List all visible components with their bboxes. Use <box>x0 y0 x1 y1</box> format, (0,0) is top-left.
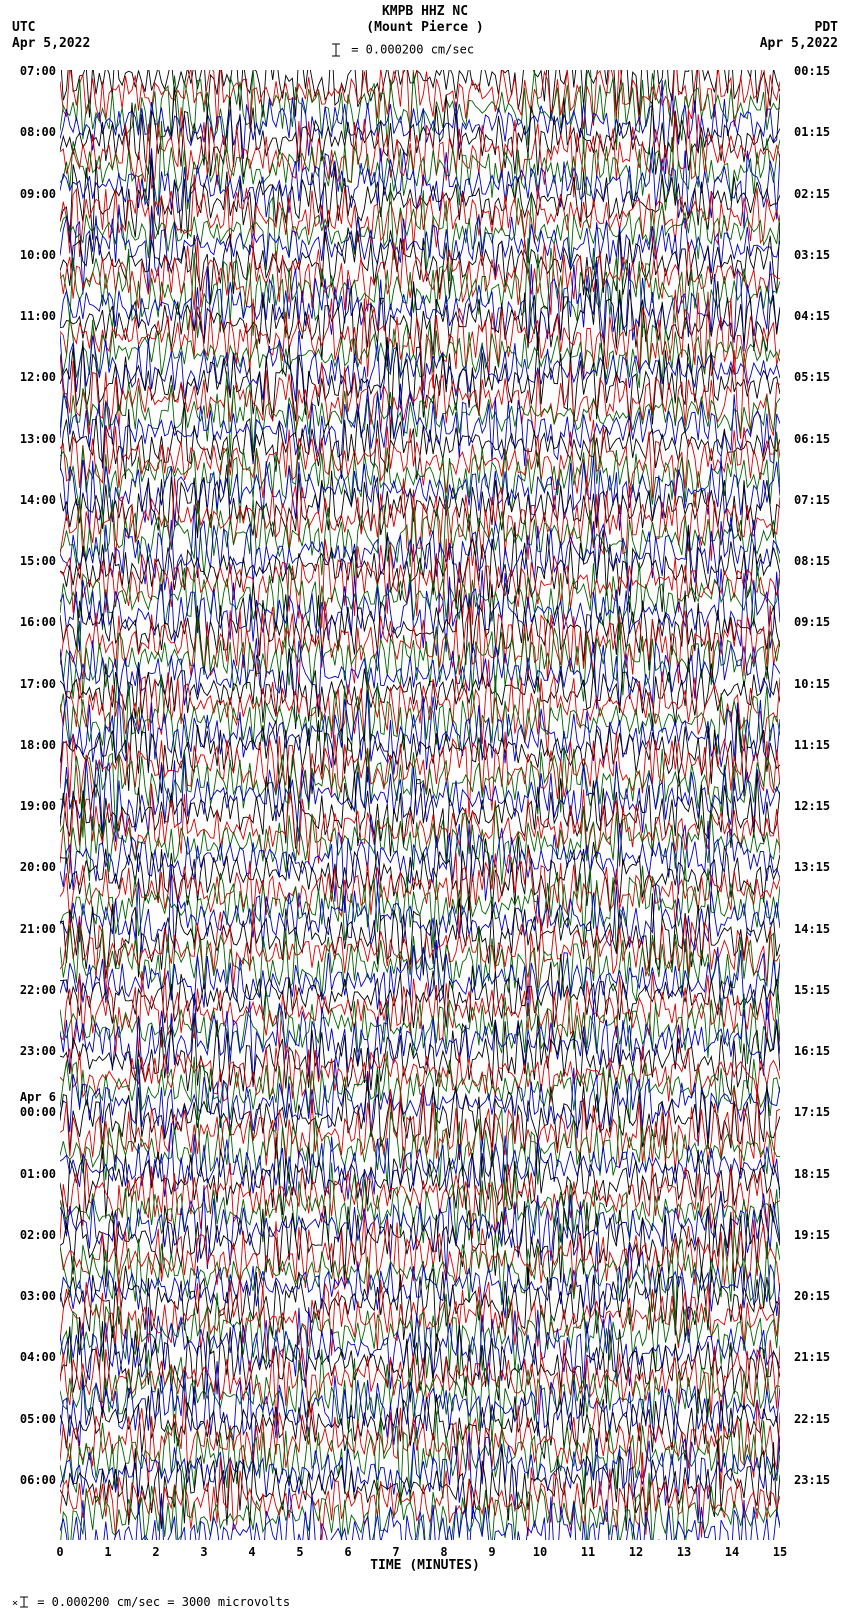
date-left: Apr 5,2022 <box>12 36 90 51</box>
right-time-label: 05:15 <box>794 370 830 384</box>
seismic-trace <box>60 147 780 229</box>
left-time-label: 05:00 <box>20 1412 56 1426</box>
left-time-label: 10:00 <box>20 248 56 262</box>
right-time-label: 17:15 <box>794 1105 830 1119</box>
left-time-label: 19:00 <box>20 799 56 813</box>
left-time-label: 11:00 <box>20 309 56 323</box>
right-time-label: 14:15 <box>794 922 830 936</box>
left-time-label: 00:00 <box>20 1105 56 1119</box>
x-tick-label: 6 <box>344 1545 351 1559</box>
x-tick-label: 1 <box>104 1545 111 1559</box>
station-subtitle: (Mount Pierce ) <box>0 20 850 35</box>
left-time-label: 16:00 <box>20 615 56 629</box>
right-time-label: 07:15 <box>794 493 830 507</box>
left-time-label: 02:00 <box>20 1228 56 1242</box>
x-tick-label: 13 <box>677 1545 691 1559</box>
right-time-label: 11:15 <box>794 738 830 752</box>
right-time-labels: 00:1501:1502:1503:1504:1505:1506:1507:15… <box>792 70 842 1540</box>
timezone-left: UTC <box>12 20 35 35</box>
date-right: Apr 5,2022 <box>760 36 838 51</box>
left-time-label: 17:00 <box>20 677 56 691</box>
x-tick-label: 8 <box>440 1545 447 1559</box>
x-tick-label: 4 <box>248 1545 255 1559</box>
left-time-label: 14:00 <box>20 493 56 507</box>
right-time-label: 13:15 <box>794 860 830 874</box>
left-time-labels: 07:0008:0009:0010:0011:0012:0013:0014:00… <box>8 70 58 1540</box>
right-time-label: 00:15 <box>794 64 830 78</box>
helicorder-plot <box>60 70 780 1540</box>
left-time-label: 06:00 <box>20 1473 56 1487</box>
right-time-label: 22:15 <box>794 1412 830 1426</box>
right-time-label: 04:15 <box>794 309 830 323</box>
x-tick-label: 7 <box>392 1545 399 1559</box>
x-tick-label: 15 <box>773 1545 787 1559</box>
x-tick-label: 12 <box>629 1545 643 1559</box>
footer-scale-icon: × <box>12 1595 30 1609</box>
x-axis-label: TIME (MINUTES) <box>0 1558 850 1573</box>
x-tick-label: 5 <box>296 1545 303 1559</box>
seismogram-container: KMPB HHZ NC (Mount Pierce ) UTC PDT Apr … <box>0 0 850 1613</box>
left-time-label: 15:00 <box>20 554 56 568</box>
scale-icon <box>330 42 344 58</box>
left-time-label: 18:00 <box>20 738 56 752</box>
x-tick-label: 0 <box>56 1545 63 1559</box>
seismic-trace <box>60 420 780 499</box>
right-time-label: 12:15 <box>794 799 830 813</box>
right-time-label: 02:15 <box>794 187 830 201</box>
right-time-label: 09:15 <box>794 615 830 629</box>
seismic-trace <box>60 1185 780 1278</box>
footer-scale: × = 0.000200 cm/sec = 3000 microvolts <box>12 1595 290 1610</box>
timezone-right: PDT <box>815 20 838 35</box>
x-tick-label: 9 <box>488 1545 495 1559</box>
seismic-trace <box>60 1340 780 1428</box>
right-time-label: 01:15 <box>794 125 830 139</box>
right-time-label: 16:15 <box>794 1044 830 1058</box>
left-time-label: 01:00 <box>20 1167 56 1181</box>
left-time-label: 20:00 <box>20 860 56 874</box>
right-time-label: 10:15 <box>794 677 830 691</box>
x-tick-label: 10 <box>533 1545 547 1559</box>
left-time-label: 22:00 <box>20 983 56 997</box>
left-time-label: 13:00 <box>20 432 56 446</box>
right-time-label: 06:15 <box>794 432 830 446</box>
scale-text: = 0.000200 cm/sec <box>351 43 474 57</box>
right-time-label: 08:15 <box>794 554 830 568</box>
left-time-label: 23:00 <box>20 1044 56 1058</box>
left-time-label: 09:00 <box>20 187 56 201</box>
left-time-label: 08:00 <box>20 125 56 139</box>
x-tick-label: 11 <box>581 1545 595 1559</box>
right-time-label: 23:15 <box>794 1473 830 1487</box>
left-time-label: 04:00 <box>20 1350 56 1364</box>
right-time-label: 18:15 <box>794 1167 830 1181</box>
seismic-trace <box>60 912 780 1000</box>
right-time-label: 03:15 <box>794 248 830 262</box>
seismic-trace <box>60 865 780 958</box>
footer-text: = 0.000200 cm/sec = 3000 microvolts <box>37 1595 290 1609</box>
seismic-trace <box>60 372 780 457</box>
svg-text:×: × <box>12 1598 18 1609</box>
x-tick-label: 2 <box>152 1545 159 1559</box>
left-time-label: 12:00 <box>20 370 56 384</box>
scale-indicator: = 0.000200 cm/sec <box>330 42 474 58</box>
x-tick-label: 14 <box>725 1545 739 1559</box>
left-time-label: 07:00 <box>20 64 56 78</box>
seismic-traces-svg <box>60 70 780 1540</box>
right-time-label: 19:15 <box>794 1228 830 1242</box>
left-time-label: Apr 6 <box>20 1090 56 1104</box>
right-time-label: 20:15 <box>794 1289 830 1303</box>
seismic-trace <box>60 940 780 1025</box>
right-time-label: 15:15 <box>794 983 830 997</box>
left-time-label: 21:00 <box>20 922 56 936</box>
seismic-trace <box>60 848 780 937</box>
station-title: KMPB HHZ NC <box>0 4 850 19</box>
left-time-label: 03:00 <box>20 1289 56 1303</box>
right-time-label: 21:15 <box>794 1350 830 1364</box>
seismic-trace <box>60 539 780 629</box>
x-tick-label: 3 <box>200 1545 207 1559</box>
seismic-trace <box>60 174 780 257</box>
